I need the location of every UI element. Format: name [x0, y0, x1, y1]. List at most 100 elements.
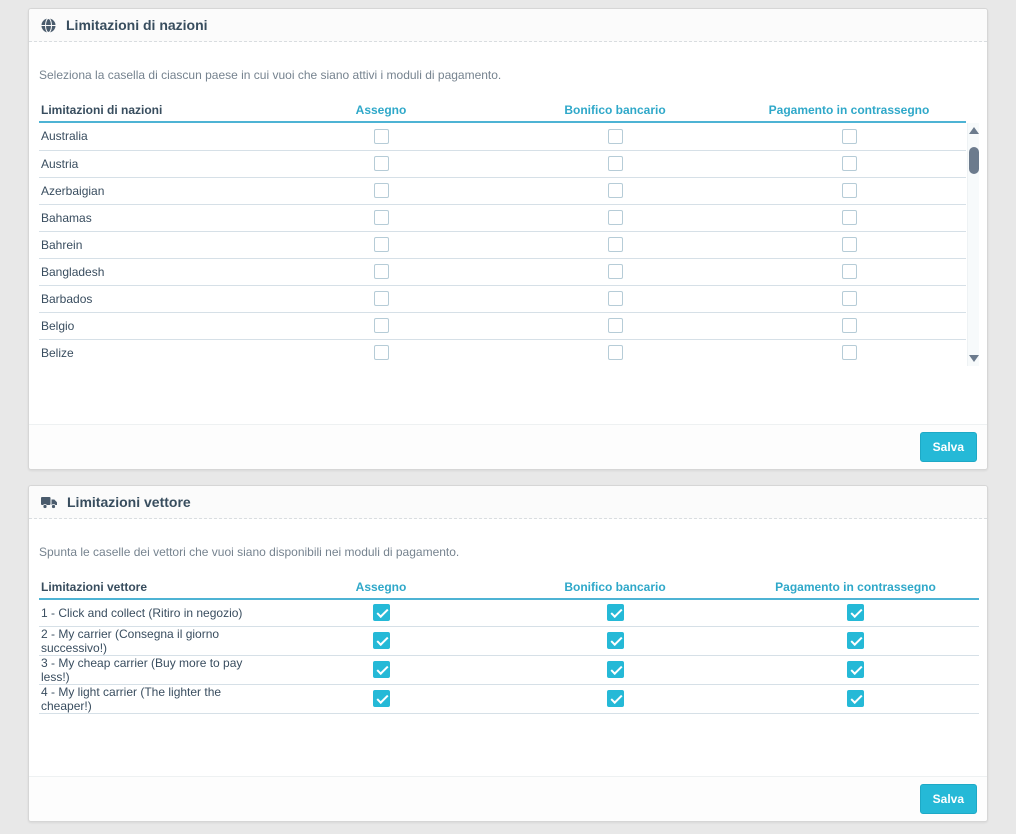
checkbox-unchecked[interactable] — [607, 290, 623, 306]
check-cell — [498, 312, 732, 340]
check-cell — [732, 258, 966, 286]
panel-footer: Salva — [29, 424, 987, 469]
checkbox-unchecked[interactable] — [373, 263, 389, 279]
panel-body: Spunta le caselle dei vettori che vuoi s… — [29, 519, 987, 776]
checkbox-unchecked[interactable] — [841, 317, 857, 333]
column-header-label: Limitazioni vettore — [39, 575, 264, 600]
check-cell — [498, 684, 732, 714]
checkbox-unchecked[interactable] — [841, 182, 857, 198]
row-label: Australia — [39, 123, 264, 151]
table-row: Belize — [39, 339, 966, 366]
column-header-assegno[interactable]: Assegno — [264, 98, 498, 123]
checkbox-unchecked[interactable] — [373, 344, 389, 360]
checkbox-unchecked[interactable] — [841, 155, 857, 171]
row-label: 2 - My carrier (Consegna il giorno succe… — [39, 626, 264, 656]
checkbox-unchecked[interactable] — [607, 236, 623, 252]
scroll-up-icon[interactable] — [969, 127, 979, 134]
checkbox-unchecked[interactable] — [373, 317, 389, 333]
table-row: 1 - Click and collect (Ritiro in negozio… — [39, 599, 979, 627]
checkbox-checked[interactable] — [606, 689, 624, 707]
checkbox-unchecked[interactable] — [607, 128, 623, 144]
check-cell — [264, 312, 498, 340]
check-cell — [264, 231, 498, 259]
table-row: 3 - My cheap carrier (Buy more to pay le… — [39, 655, 979, 685]
check-cell — [498, 285, 732, 313]
checkbox-unchecked[interactable] — [607, 263, 623, 279]
checkbox-checked[interactable] — [372, 631, 390, 649]
column-header-contrassegno[interactable]: Pagamento in contrassegno — [732, 575, 979, 600]
checkbox-unchecked[interactable] — [841, 344, 857, 360]
scroll-thumb[interactable] — [969, 147, 979, 174]
check-cell — [498, 204, 732, 232]
checkbox-unchecked[interactable] — [373, 209, 389, 225]
check-cell — [264, 655, 498, 685]
check-cell — [264, 339, 498, 366]
check-cell — [732, 684, 979, 714]
check-cell — [264, 285, 498, 313]
checkbox-unchecked[interactable] — [373, 182, 389, 198]
check-cell — [732, 339, 966, 366]
check-cell — [264, 150, 498, 178]
panel-heading: Limitazioni vettore — [29, 486, 987, 519]
checkbox-checked[interactable] — [372, 689, 390, 707]
check-cell — [264, 204, 498, 232]
table-header-row: Limitazioni di nazioni Assegno Bonifico … — [39, 98, 966, 123]
country-restrictions-panel: Limitazioni di nazioni Seleziona la case… — [28, 8, 988, 470]
check-cell — [264, 684, 498, 714]
check-cell — [498, 177, 732, 205]
checkbox-checked[interactable] — [847, 604, 864, 622]
row-label: Austria — [39, 150, 264, 178]
checkbox-unchecked[interactable] — [373, 290, 389, 306]
checkbox-checked[interactable] — [606, 631, 624, 649]
checkbox-unchecked[interactable] — [607, 344, 623, 360]
check-cell — [498, 231, 732, 259]
panel-description: Seleziona la casella di ciascun paese in… — [39, 68, 502, 82]
panel-description: Spunta le caselle dei vettori che vuoi s… — [39, 545, 460, 559]
checkbox-unchecked[interactable] — [373, 236, 389, 252]
countries-table: Australia Austria Azerbaigian Bahamas Bahrei… — [39, 123, 966, 366]
column-header-assegno[interactable]: Assegno — [264, 575, 498, 600]
checkbox-checked[interactable] — [606, 604, 624, 622]
panel-title: Limitazioni di nazioni — [66, 17, 208, 33]
checkbox-unchecked[interactable] — [607, 182, 623, 198]
scrollbar[interactable] — [967, 123, 979, 366]
scroll-down-icon[interactable] — [969, 355, 979, 362]
checkbox-checked[interactable] — [606, 660, 624, 678]
row-label: Barbados — [39, 285, 264, 313]
panel-title: Limitazioni vettore — [67, 494, 191, 510]
check-cell — [732, 150, 966, 178]
checkbox-checked[interactable] — [372, 604, 390, 622]
checkbox-unchecked[interactable] — [373, 155, 389, 171]
checkbox-unchecked[interactable] — [607, 209, 623, 225]
column-header-contrassegno[interactable]: Pagamento in contrassegno — [732, 98, 966, 123]
checkbox-checked[interactable] — [847, 689, 864, 707]
globe-icon — [41, 17, 56, 33]
table-row: Bahamas — [39, 204, 966, 232]
checkbox-unchecked[interactable] — [607, 317, 623, 333]
column-header-bonifico[interactable]: Bonifico bancario — [498, 575, 732, 600]
checkbox-unchecked[interactable] — [841, 128, 857, 144]
countries-scroll-area[interactable]: Australia Austria Azerbaigian Bahamas Bahrei… — [39, 123, 979, 366]
checkbox-unchecked[interactable] — [841, 263, 857, 279]
check-cell — [732, 177, 966, 205]
save-button[interactable]: Salva — [919, 784, 977, 814]
check-cell — [732, 626, 979, 656]
checkbox-unchecked[interactable] — [607, 155, 623, 171]
check-cell — [732, 312, 966, 340]
save-button[interactable]: Salva — [919, 432, 977, 462]
check-cell — [498, 626, 732, 656]
table-row: Australia — [39, 123, 966, 151]
checkbox-checked[interactable] — [372, 660, 390, 678]
checkbox-unchecked[interactable] — [373, 128, 389, 144]
checkbox-unchecked[interactable] — [841, 209, 857, 225]
checkbox-unchecked[interactable] — [841, 236, 857, 252]
panel-heading: Limitazioni di nazioni — [29, 9, 987, 42]
column-header-bonifico[interactable]: Bonifico bancario — [498, 98, 732, 123]
checkbox-checked[interactable] — [847, 660, 864, 678]
checkbox-unchecked[interactable] — [841, 290, 857, 306]
table-row: 2 - My carrier (Consegna il giorno succe… — [39, 626, 979, 656]
table-row: Belgio — [39, 312, 966, 340]
row-label: Bahamas — [39, 204, 264, 232]
checkbox-checked[interactable] — [847, 631, 864, 649]
table-row: Barbados — [39, 285, 966, 313]
